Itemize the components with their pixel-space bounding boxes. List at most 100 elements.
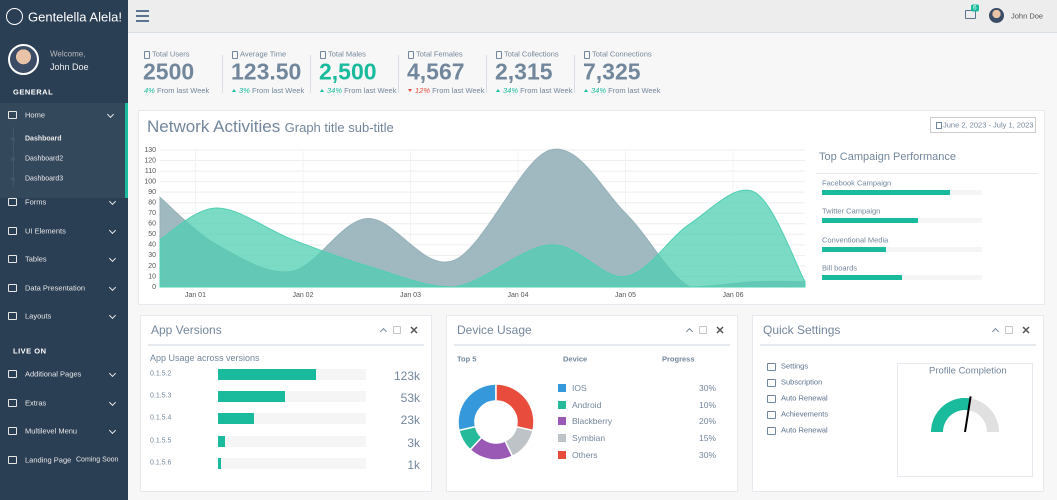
tile-label: Total Males [328,49,366,59]
menu-toggle-bar[interactable] [136,20,149,22]
submenu-dot [11,137,15,141]
progress-bar [822,218,918,224]
submenu-item[interactable]: Dashboard3 [25,175,64,183]
app-subtitle: App Usage across versions [150,353,260,363]
device-name: Android [572,399,602,410]
gauge-fill [931,398,971,432]
device-donut [457,383,535,461]
sidebar [0,0,128,500]
device-percent: 10% [699,399,717,410]
menu-item[interactable]: Landing Page [25,455,72,464]
tile-sub: 4% From last Week [144,85,222,96]
table-header: Progress [662,354,695,364]
usage-label: 3k [407,435,420,450]
panel-close[interactable] [1022,326,1030,334]
mail-icon[interactable] [965,10,976,19]
submenu-item[interactable]: Dashboard2 [25,155,64,163]
campaign-divider [816,173,1038,174]
welcome: Welcome, [50,49,86,59]
tile-divider [310,55,311,93]
tile-value: 123.50 [231,58,302,85]
menu-toggle-bar[interactable] [136,15,149,17]
y-tick-label: 120 [144,157,156,164]
close-icon [410,326,418,334]
menu-item[interactable]: Data Presentation [25,283,86,292]
device-percent: 30% [699,449,717,460]
menu-item[interactable]: Forms [25,197,47,207]
icon [8,226,17,235]
tile-value: 4,567 [407,58,465,85]
trend-arrow [320,89,324,92]
y-tick-label: 80 [148,200,156,207]
usage-label: 53k [400,391,420,406]
trend-arrow [232,89,236,92]
panel-divider [760,344,1036,346]
icon [8,398,17,407]
section-title: LIVE ON [13,346,47,356]
menu-item[interactable]: Additional Pages [25,369,82,379]
panel-tool[interactable] [699,326,707,334]
tile-label: Total Connections [592,49,652,59]
panel-close[interactable] [410,326,418,334]
panel-title: App Versions [151,323,222,337]
settings-link[interactable]: Auto Renewal [781,425,828,435]
progress-track [822,246,982,252]
menu-item[interactable]: Extras [25,398,47,407]
tile-sub: 3% From last Week [232,85,310,96]
panel-tool[interactable] [1005,326,1013,334]
top-user[interactable]: John Doe [1011,11,1044,21]
panel-title: Device Usage [457,323,532,337]
progress-bar [218,369,316,380]
tile-value: 2,315 [495,58,553,85]
submenu-item[interactable]: Dashboard [25,135,62,143]
legend-swatch [558,450,566,459]
close-icon [1022,326,1030,334]
tile-label: Total Users [152,49,190,59]
active-menu [0,103,128,198]
gauge-needle [964,396,972,433]
date-picker[interactable] [930,117,1036,133]
settings-link[interactable]: Achievements [781,409,829,419]
tile-text: From last Week [156,86,210,95]
x-tick-label: Jan 02 [292,292,313,299]
tile-text: From last Week [520,86,573,95]
section-title: GENERAL [13,87,54,97]
y-tick-label: 40 [148,242,156,249]
table-header: Device [563,354,588,364]
menu-item[interactable]: Home [25,110,46,120]
tile-text: From last Week [608,86,661,95]
device-percent: 15% [699,433,717,444]
tile-value: 7,325 [583,58,641,85]
version-label: 0.1.5.2 [150,370,172,378]
network-title: Network Activities [147,117,281,136]
y-tick-label: 50 [148,231,156,238]
panel-close[interactable] [716,326,724,334]
icon [496,51,502,59]
device-name: Blackberry [572,416,613,427]
icon [767,427,776,435]
menu-toggle-bar[interactable] [136,10,149,12]
icon [408,51,414,59]
menu-item[interactable]: Multilevel Menu [25,426,78,436]
panel-tool[interactable] [393,326,401,334]
icon [767,379,776,387]
menu-item[interactable]: UI Elements [25,226,66,235]
menu-item[interactable]: Tables [25,254,47,264]
legend-swatch [558,400,566,409]
settings-link[interactable]: Settings [781,361,809,371]
progress-bar [218,413,254,425]
campaign-title: Top Campaign Performance [819,151,956,163]
menu-item[interactable]: Layouts [25,311,52,321]
network-chart: 0 10 20 30 40 50 60 70 80 90 100 110 120 130 Jan 01 Jan… [144,147,806,299]
x-tick-label: Jan 03 [400,292,421,299]
y-tick-label: 60 [148,221,156,228]
y-tick-label: 130 [144,147,156,154]
settings-link[interactable]: Auto Renewal [781,393,828,403]
tile-sub: 34% From last Week [584,85,662,96]
tile-sub: 34% From last Week [496,85,574,96]
top-avatar[interactable] [989,8,1004,23]
settings-link[interactable]: Subscription [781,377,823,387]
icon [8,312,17,320]
progress-bar [822,274,902,280]
